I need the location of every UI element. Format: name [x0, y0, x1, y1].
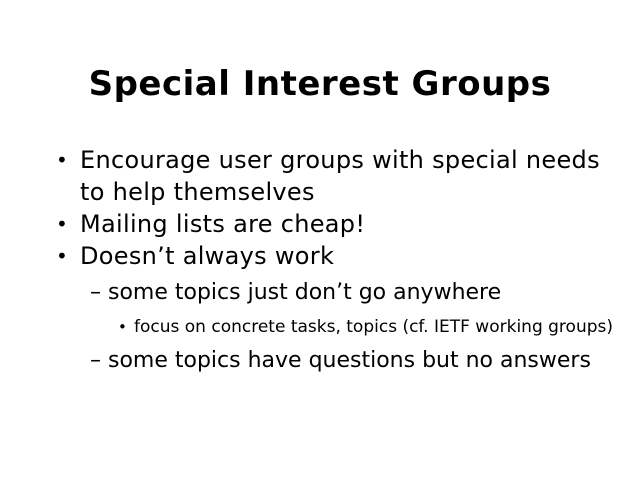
sub-sub-bullet-text: focus on concrete tasks, topics (cf. IET…: [134, 317, 614, 337]
bullet-text: Mailing lists are cheap!: [80, 210, 366, 238]
bullet-icon: •: [56, 148, 69, 172]
sub-bullet-text: some topics have questions but no answer…: [108, 348, 591, 373]
bullet-item: • Mailing lists are cheap!: [56, 208, 616, 240]
sub-sub-bullet-item: • focus on concrete tasks, topics (cf. I…: [118, 316, 616, 338]
bullet-icon: •: [56, 244, 69, 268]
bullet-item: • Encourage user groups with special nee…: [56, 144, 616, 208]
dash-icon: –: [90, 348, 101, 373]
bullet-text: Doesn’t always work: [80, 242, 335, 270]
sub-bullet-item: – some topics have questions but no answ…: [90, 346, 616, 376]
bullet-icon: •: [56, 212, 69, 236]
bullet-text: Encourage user groups with special needs…: [80, 146, 600, 206]
bullet-item: • Doesn’t always work: [56, 240, 616, 272]
slide-body: • Encourage user groups with special nee…: [56, 144, 616, 376]
sub-bullet-item: – some topics just don’t go anywhere: [90, 278, 616, 308]
bullet-icon: •: [118, 318, 127, 336]
dash-icon: –: [90, 280, 101, 305]
slide-title: Special Interest Groups: [88, 64, 552, 104]
sub-bullet-text: some topics just don’t go anywhere: [108, 280, 502, 305]
